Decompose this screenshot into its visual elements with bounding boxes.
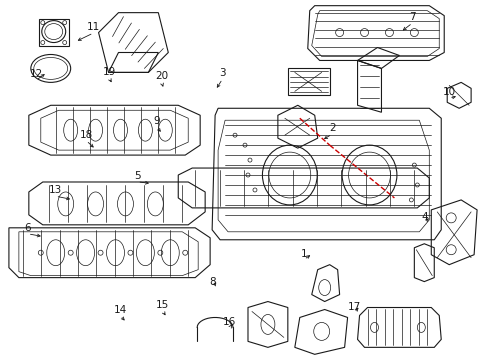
Text: 20: 20: [155, 72, 168, 81]
Text: 9: 9: [153, 116, 160, 126]
Text: 2: 2: [328, 123, 335, 133]
Text: 19: 19: [102, 67, 116, 77]
Text: 12: 12: [29, 69, 42, 79]
Text: 4: 4: [421, 212, 427, 222]
Text: 13: 13: [49, 185, 62, 195]
Text: 1: 1: [300, 249, 306, 258]
Text: 15: 15: [156, 300, 169, 310]
Text: 17: 17: [347, 302, 360, 312]
Text: 5: 5: [134, 171, 141, 181]
Text: 14: 14: [113, 305, 127, 315]
Text: 7: 7: [408, 12, 415, 22]
Text: 10: 10: [442, 87, 455, 97]
Text: 11: 11: [87, 22, 100, 32]
Text: 8: 8: [209, 276, 216, 287]
Text: 3: 3: [219, 68, 225, 78]
Text: 6: 6: [24, 223, 31, 233]
Text: 16: 16: [223, 317, 236, 327]
Text: 18: 18: [80, 130, 93, 140]
